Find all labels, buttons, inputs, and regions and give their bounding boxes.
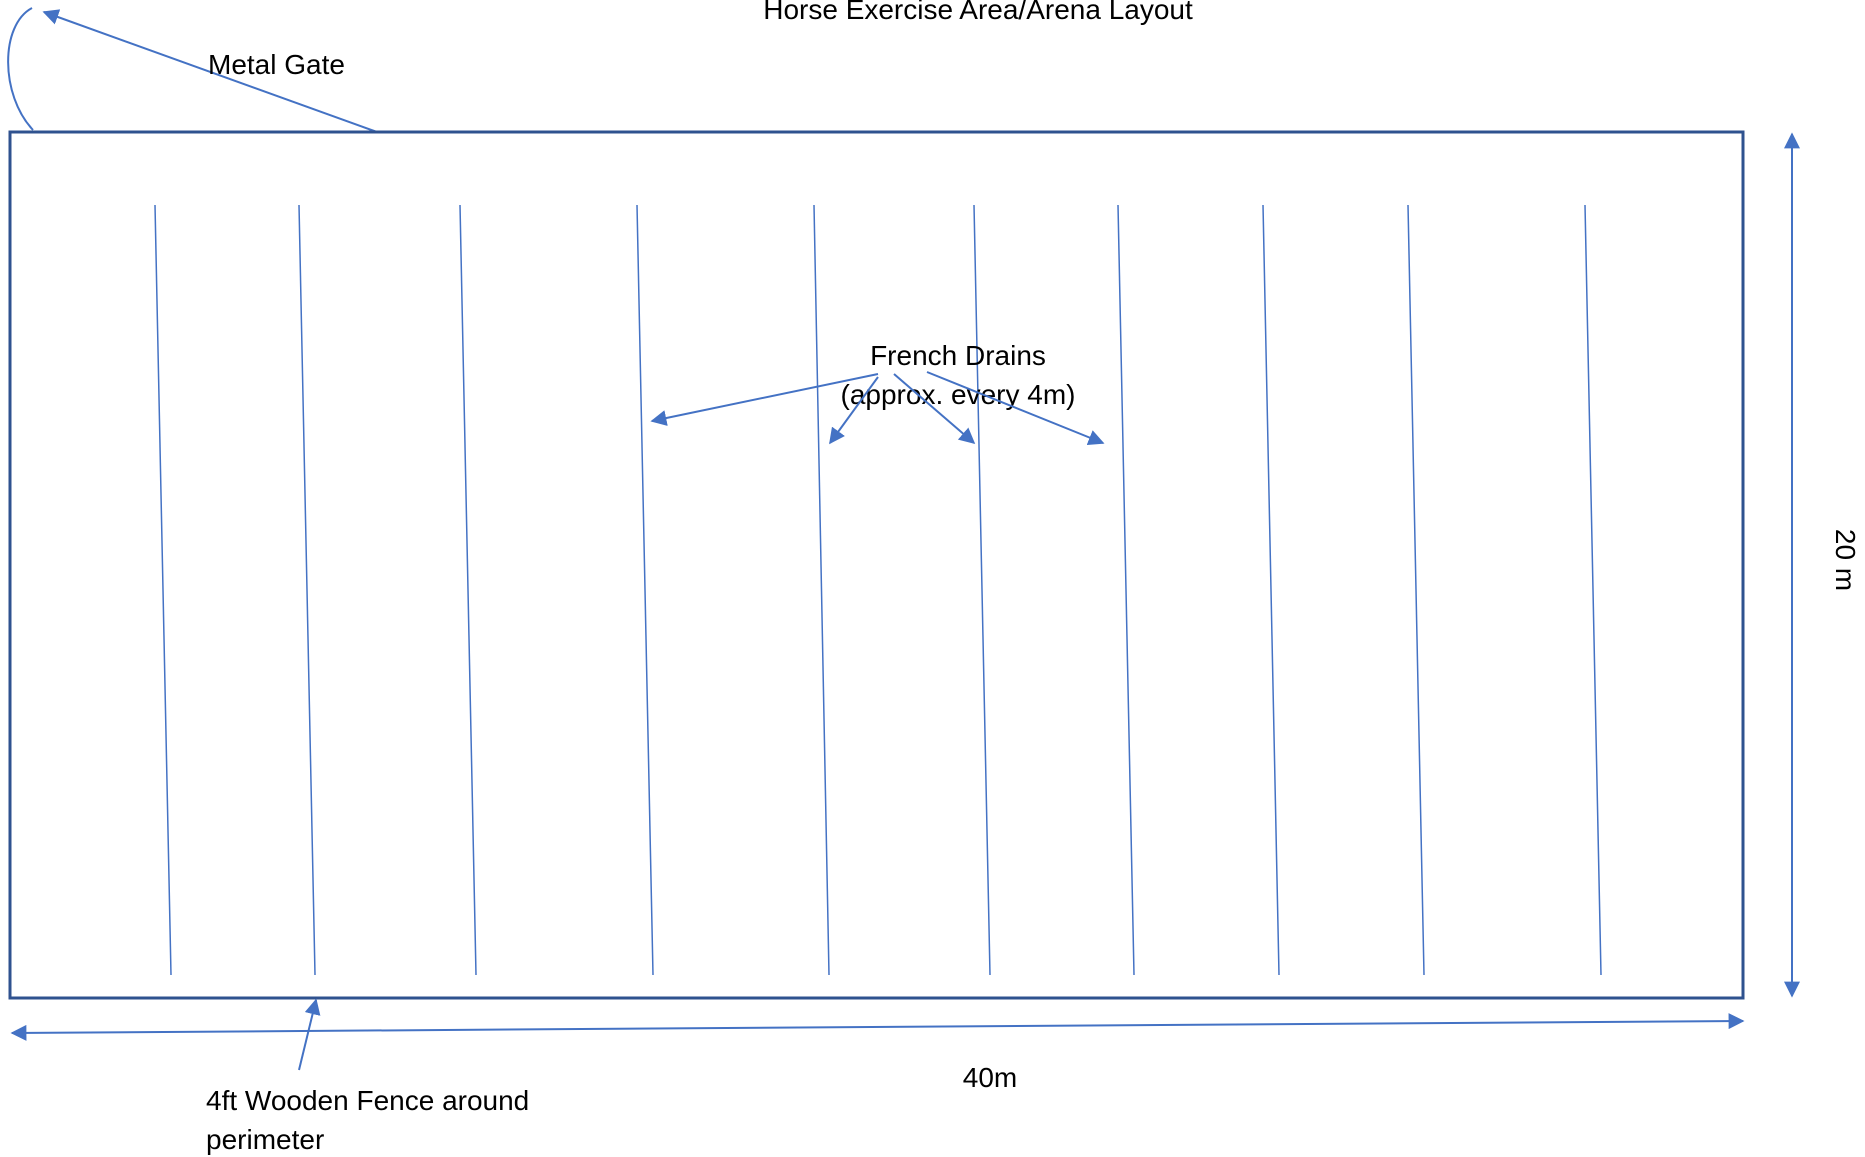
french-drain-line — [636, 204, 654, 976]
diagram-title: Horse Exercise Area/Arena Layout — [763, 0, 1193, 25]
french-drain-line — [1584, 204, 1602, 976]
fence-label-line2: perimeter — [206, 1124, 324, 1155]
drains-pointer-arrow-4 — [926, 371, 1105, 446]
gate-label: Metal Gate — [208, 49, 345, 80]
french-drain-line — [298, 204, 316, 976]
french-drain-line — [1407, 204, 1425, 976]
metal-gate-arrow — [42, 9, 378, 133]
french-drains-group — [154, 204, 1602, 976]
french-drain-line — [1262, 204, 1280, 976]
height-dimension-label: 20 m — [1830, 529, 1861, 591]
french-drain-line — [459, 204, 477, 976]
french-drain-line — [813, 204, 830, 976]
drains-pointer-arrow-1 — [650, 373, 879, 426]
drains-pointer-arrow-2 — [829, 376, 879, 445]
fence-label-line1: 4ft Wooden Fence around — [206, 1085, 529, 1116]
fence-pointer-arrow — [298, 998, 321, 1071]
width-dimension-label: 40m — [963, 1062, 1017, 1093]
french-drain-line — [1117, 204, 1135, 976]
gate-swing-arc — [7, 7, 34, 131]
french-drain-line — [154, 204, 172, 976]
width-dimension-arrow — [10, 1013, 1745, 1041]
arena-perimeter-fence — [8, 130, 1745, 1000]
drains-label-line1: French Drains — [870, 340, 1046, 371]
french-drain-line — [973, 204, 991, 976]
drains-pointer-arrow-3 — [893, 373, 976, 445]
